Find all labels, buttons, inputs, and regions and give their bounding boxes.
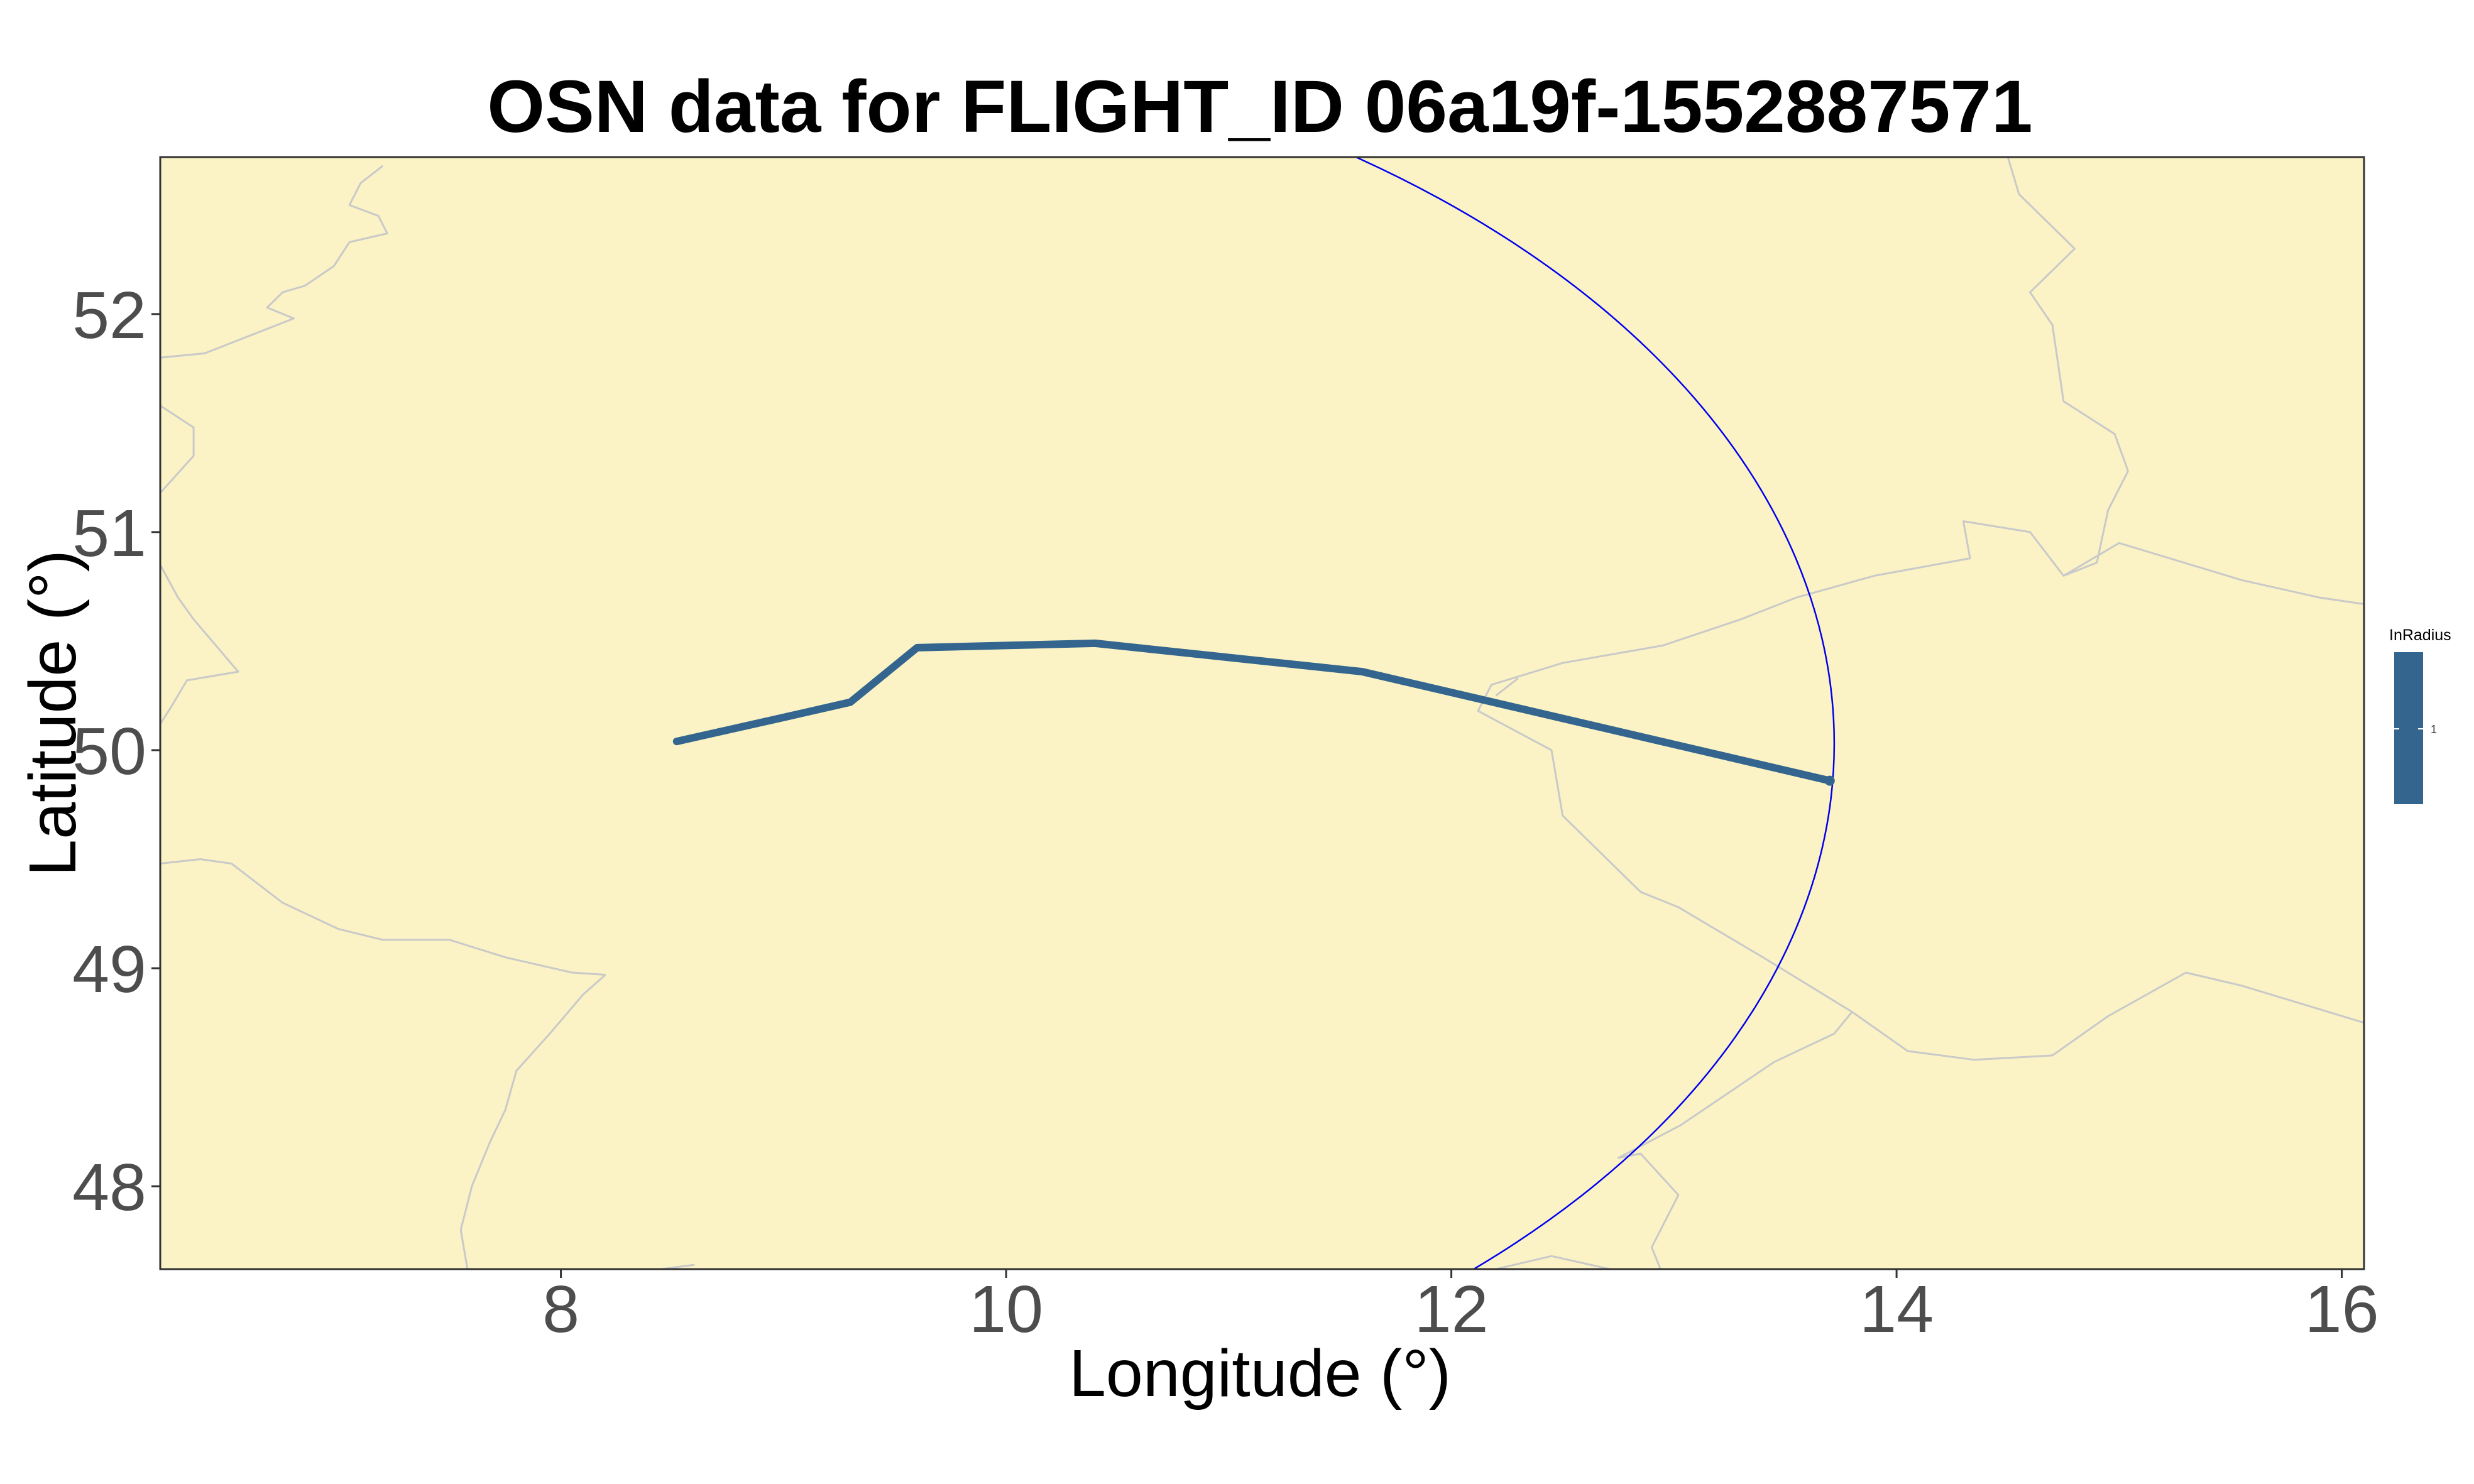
legend: InRadius 1 xyxy=(2389,626,2451,804)
country-border-line xyxy=(160,165,388,359)
flight-track-endpoint xyxy=(1824,775,1835,786)
y-tick-label: 49 xyxy=(72,932,146,1007)
x-axis-ticks: 8 10 12 14 16 xyxy=(542,1269,2379,1346)
flight-track-line xyxy=(672,639,1834,785)
map-panel-background xyxy=(160,157,2364,1269)
radius-circle-layer xyxy=(1354,157,1835,1269)
country-border-line xyxy=(1851,971,2364,1061)
country-border-line xyxy=(160,564,239,725)
y-tick-label: 50 xyxy=(72,714,146,788)
country-border-line xyxy=(2006,157,2129,472)
x-tick-label: 16 xyxy=(2305,1272,2379,1346)
country-border-line xyxy=(160,858,606,976)
country-border-line xyxy=(459,974,606,1269)
country-border-line xyxy=(160,405,195,494)
country-border-line xyxy=(1617,1011,1853,1269)
y-tick-label: 48 xyxy=(72,1150,146,1225)
flight-track-layer xyxy=(672,639,1835,786)
x-tick-label: 14 xyxy=(1859,1272,1934,1346)
y-axis-ticks: 48 49 50 51 52 xyxy=(72,278,160,1225)
x-tick-label: 10 xyxy=(969,1272,1043,1346)
x-tick-label: 8 xyxy=(542,1272,579,1346)
y-tick-label: 52 xyxy=(72,278,146,352)
x-tick-label: 12 xyxy=(1415,1272,1489,1346)
country-border-line xyxy=(1477,471,2129,1013)
country-border-line xyxy=(2063,542,2364,605)
y-tick-label: 51 xyxy=(72,496,146,570)
country-border-line xyxy=(1496,1255,1614,1269)
country-borders xyxy=(160,157,2364,1269)
x-axis-title: Longitude (°) xyxy=(1069,1336,1451,1410)
legend-tick-label: 1 xyxy=(2431,723,2437,736)
map-panel-border xyxy=(159,156,2365,1270)
map-title: OSN data for FLIGHT_ID 06a19f-1552887571 xyxy=(487,65,2032,148)
y-axis-title: Latitude (°) xyxy=(16,550,90,876)
legend-title: InRadius xyxy=(2389,626,2451,644)
radius-circle xyxy=(1354,157,1835,1269)
country-border-line xyxy=(1495,677,1519,697)
